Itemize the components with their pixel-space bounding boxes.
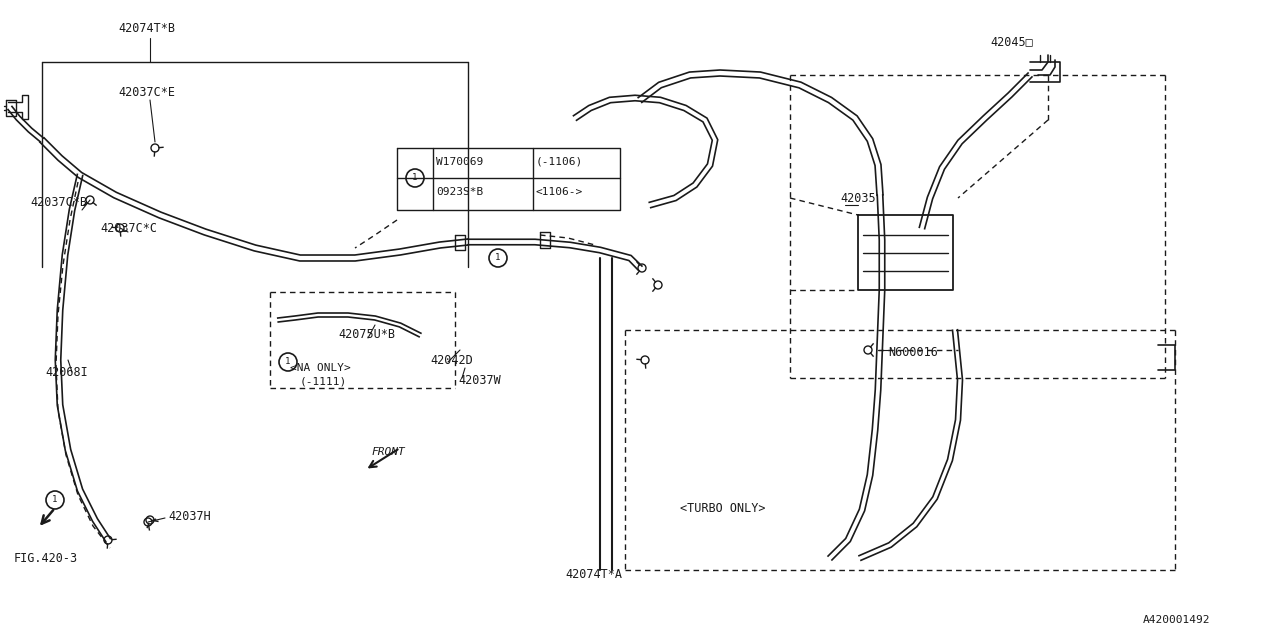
Text: A420001492: A420001492 [1143,615,1210,625]
Text: (-1106): (-1106) [536,157,584,167]
Text: 1: 1 [495,253,500,262]
Text: 42035: 42035 [840,191,876,205]
Text: N600016: N600016 [888,346,938,358]
Text: 42074T*B: 42074T*B [118,22,175,35]
Text: FRONT: FRONT [372,447,406,457]
Text: 1: 1 [412,173,417,182]
Text: 42037C*E: 42037C*E [118,86,175,99]
Text: 42037C*B: 42037C*B [29,196,87,209]
Text: 42037W: 42037W [458,374,500,387]
Text: 42045□: 42045□ [989,35,1033,49]
Text: 42037C*C: 42037C*C [100,221,157,234]
Text: <1106->: <1106-> [536,187,584,197]
Text: 42075U*B: 42075U*B [338,328,396,342]
Text: 42042D: 42042D [430,353,472,367]
Text: FIG.420-3: FIG.420-3 [14,552,78,564]
Text: 0923S*B: 0923S*B [436,187,484,197]
Text: 1: 1 [52,495,58,504]
Text: 1: 1 [285,358,291,367]
Text: W170069: W170069 [436,157,484,167]
Text: 42074T*A: 42074T*A [564,568,622,582]
Text: (-1111): (-1111) [300,377,347,387]
Text: 42037H: 42037H [168,511,211,524]
Text: <TURBO ONLY>: <TURBO ONLY> [680,502,765,515]
Text: <NA ONLY>: <NA ONLY> [291,363,351,373]
Text: 42068I: 42068I [45,365,88,378]
